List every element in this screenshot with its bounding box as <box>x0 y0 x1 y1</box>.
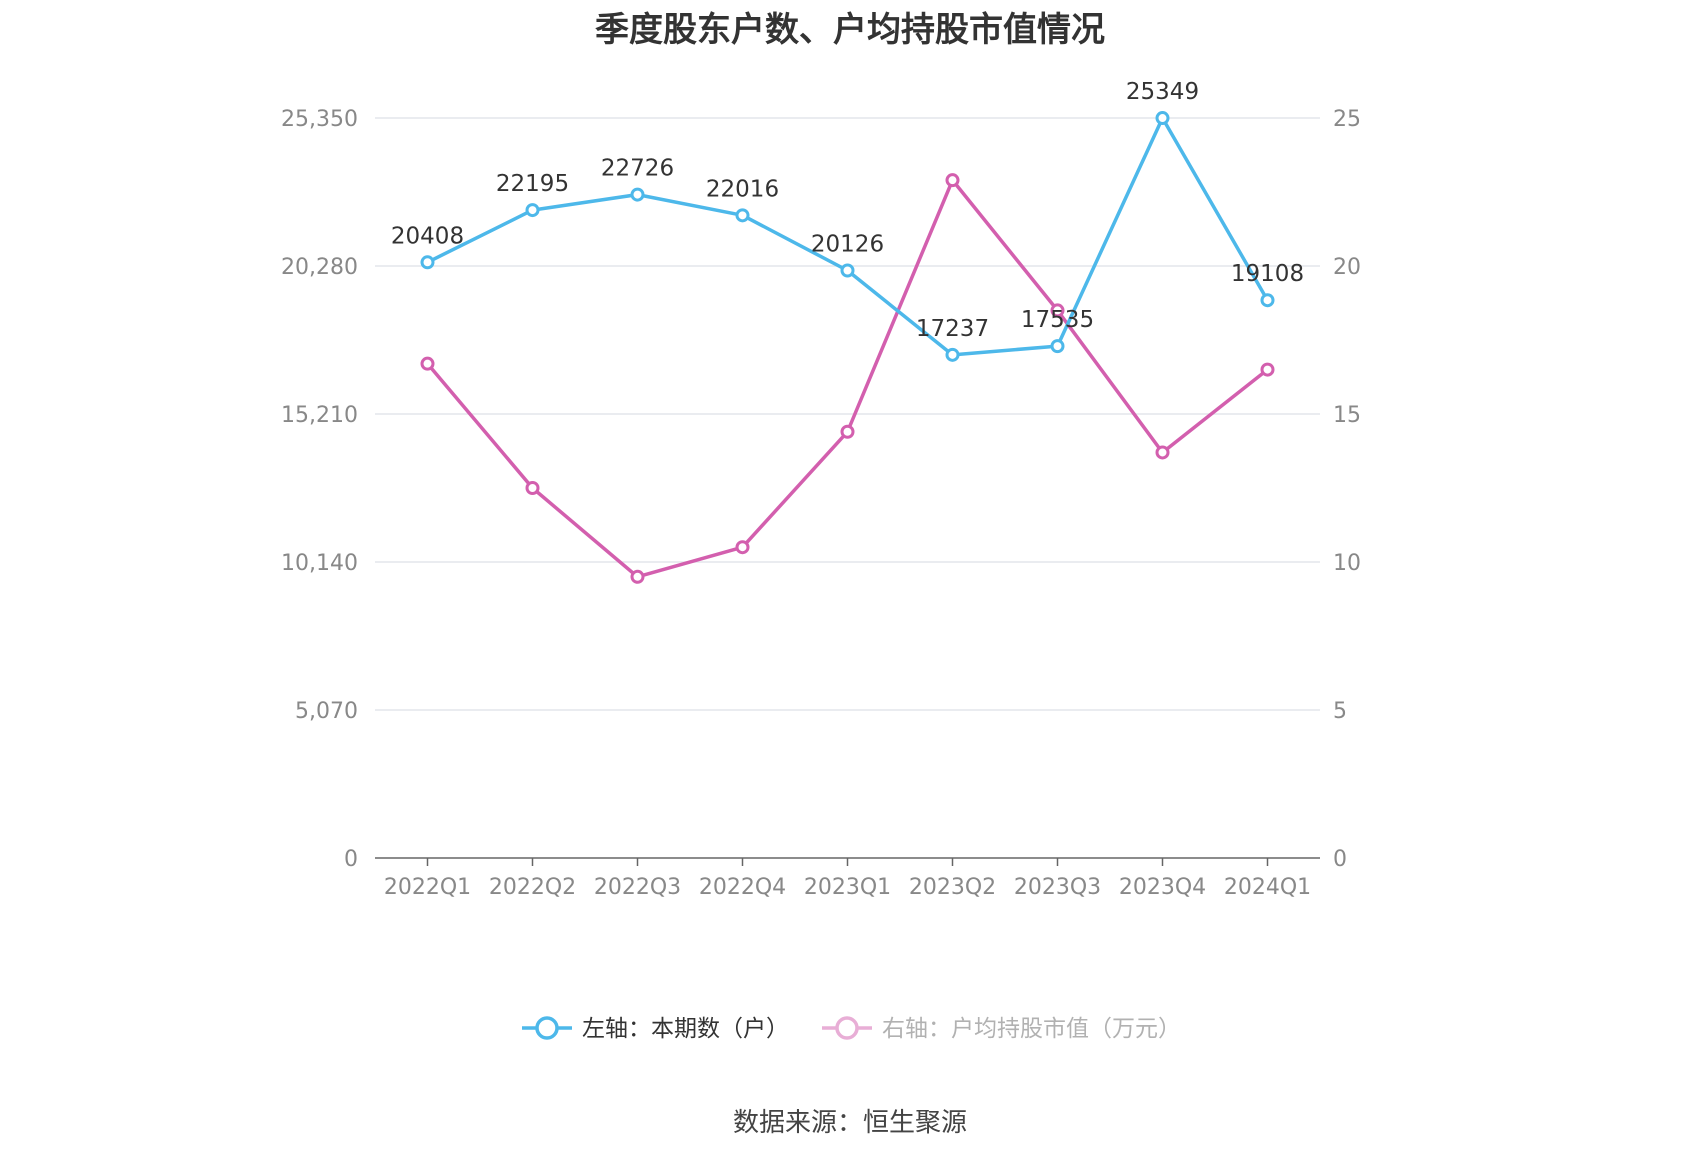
x-axis: 2022Q1 2022Q2 2022Q3 2022Q4 2023Q1 2023Q2 2023… <box>375 857 1320 900</box>
data-point <box>1155 111 1170 126</box>
left-tick-label: 10,140 <box>281 551 358 576</box>
data-point <box>420 356 435 371</box>
series-left: 20408 22195 22726 22016 20126 17237 17535 25349… <box>391 79 1304 362</box>
series-right <box>420 173 1275 584</box>
x-tick-label: 2022Q1 <box>384 875 471 900</box>
data-label: 17535 <box>1021 307 1094 333</box>
data-point <box>630 187 645 202</box>
data-point <box>735 208 750 223</box>
right-tick-label: 25 <box>1333 107 1361 132</box>
data-point <box>1260 362 1275 377</box>
data-label: 20126 <box>811 231 884 257</box>
legend-label: 右轴：户均持股市值（万元） <box>882 1016 1181 1042</box>
data-point <box>525 481 540 495</box>
right-tick-label: 0 <box>1333 847 1347 872</box>
right-tick-label: 10 <box>1333 551 1361 576</box>
data-label: 20408 <box>391 223 464 249</box>
x-tick-label: 2023Q4 <box>1119 875 1206 900</box>
data-point <box>525 203 540 218</box>
data-point <box>1260 293 1275 308</box>
x-tick-label: 2022Q2 <box>489 875 576 900</box>
data-point <box>630 569 645 584</box>
x-tick-label: 2023Q2 <box>909 875 996 900</box>
legend[interactable]: 左轴：本期数（户） 右轴：户均持股市值（万元） <box>522 1016 1181 1042</box>
data-label: 19108 <box>1231 261 1304 287</box>
legend-marker <box>835 1016 859 1040</box>
legend-item-left[interactable]: 左轴：本期数（户） <box>522 1016 789 1042</box>
x-tick-label: 2022Q4 <box>699 875 786 900</box>
data-point <box>945 347 960 362</box>
data-point <box>840 424 855 439</box>
right-tick-label: 5 <box>1333 699 1347 724</box>
x-tick-label: 2023Q1 <box>804 875 891 900</box>
x-tick-label: 2023Q3 <box>1014 875 1101 900</box>
left-tick-label: 0 <box>344 847 358 872</box>
gridlines <box>375 117 1320 711</box>
data-label: 25349 <box>1126 79 1199 105</box>
data-label: 22195 <box>496 171 569 197</box>
legend-marker <box>535 1016 559 1040</box>
data-label: 22016 <box>706 176 779 202</box>
left-tick-label: 25,350 <box>281 107 358 132</box>
x-tick-label: 2024Q1 <box>1224 875 1311 900</box>
data-point <box>1050 339 1065 354</box>
data-point <box>840 263 855 278</box>
right-axis-ticks: 0 5 10 15 20 25 <box>1333 107 1361 872</box>
legend-label: 左轴：本期数（户） <box>582 1016 789 1042</box>
left-tick-label: 20,280 <box>281 255 358 280</box>
data-point <box>1050 303 1065 318</box>
series-layer: 20408 22195 22726 22016 20126 17237 17535 25349… <box>391 79 1304 584</box>
left-tick-label: 5,070 <box>295 699 358 724</box>
chart-title: 季度股东户数、户均持股市值情况 <box>595 10 1105 50</box>
data-label: 17237 <box>916 316 989 342</box>
data-point <box>1155 445 1170 460</box>
left-tick-label: 15,210 <box>281 403 358 428</box>
data-point <box>420 255 435 270</box>
left-axis-ticks: 0 5,070 10,140 15,210 20,280 25,350 <box>281 107 358 872</box>
data-label: 22726 <box>601 156 674 182</box>
data-point <box>945 173 960 188</box>
data-source: 数据来源：恒生聚源 <box>732 1108 967 1138</box>
data-point <box>735 540 750 555</box>
right-tick-label: 15 <box>1333 403 1361 428</box>
right-tick-label: 20 <box>1333 255 1361 280</box>
x-tick-label: 2022Q3 <box>594 875 681 900</box>
legend-item-right[interactable]: 右轴：户均持股市值（万元） <box>822 1016 1181 1042</box>
